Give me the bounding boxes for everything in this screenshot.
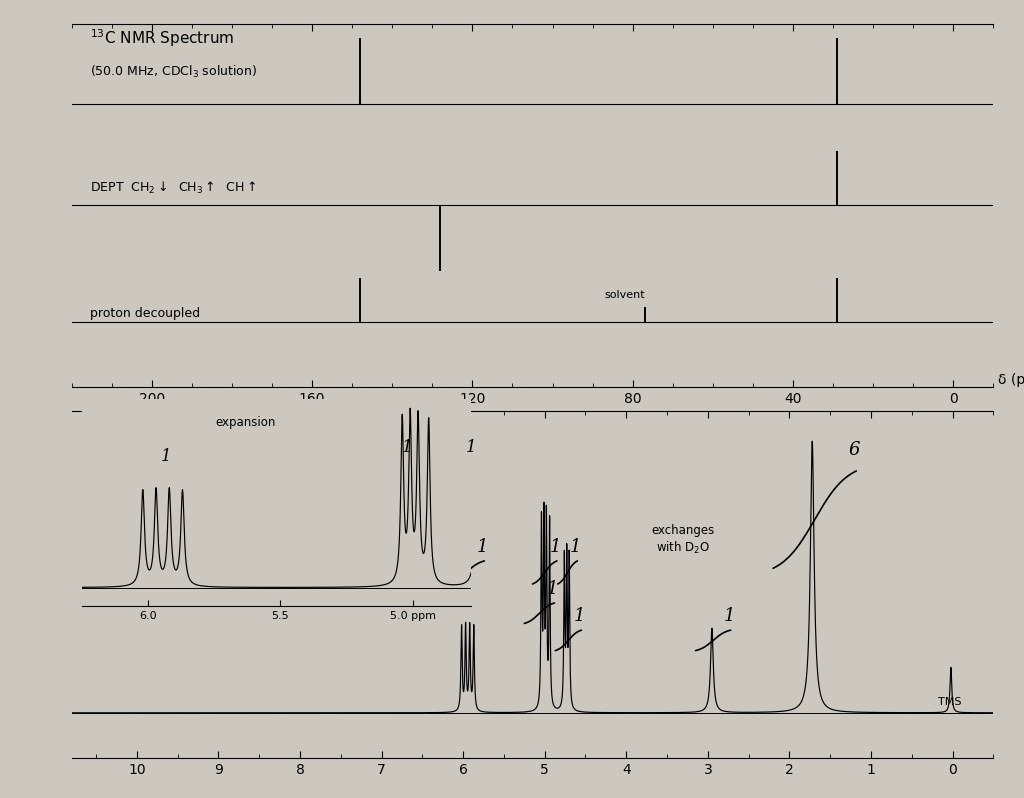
Text: 6: 6	[849, 441, 860, 460]
Text: 1: 1	[162, 448, 172, 465]
Text: 1: 1	[547, 580, 558, 598]
Text: proton decoupled: proton decoupled	[90, 307, 201, 320]
Text: solvent: solvent	[604, 290, 645, 300]
Text: 1: 1	[477, 538, 488, 556]
Text: 1: 1	[574, 607, 586, 626]
Text: 1: 1	[550, 538, 561, 556]
Text: 1: 1	[466, 439, 476, 456]
Text: 1: 1	[402, 439, 413, 456]
Text: $^{13}$C NMR Spectrum: $^{13}$C NMR Spectrum	[90, 28, 234, 49]
Text: 1: 1	[570, 538, 582, 556]
Text: 1: 1	[723, 607, 735, 626]
Text: (200 MHz, CDCl$_3$ solution): (200 MHz, CDCl$_3$ solution)	[90, 449, 253, 465]
Text: $^1$H NMR Spectrum: $^1$H NMR Spectrum	[90, 414, 228, 437]
Text: (50.0 MHz, CDCl$_3$ solution): (50.0 MHz, CDCl$_3$ solution)	[90, 64, 257, 80]
Text: δ (ppm): δ (ppm)	[997, 373, 1024, 387]
Text: TMS: TMS	[938, 697, 962, 707]
Text: DEPT  CH$_2$$\downarrow$  CH$_3$$\uparrow$  CH$\uparrow$: DEPT CH$_2$$\downarrow$ CH$_3$$\uparrow$…	[90, 180, 256, 196]
Text: expansion: expansion	[215, 416, 275, 429]
Text: exchanges
with D$_2$O: exchanges with D$_2$O	[651, 524, 715, 556]
